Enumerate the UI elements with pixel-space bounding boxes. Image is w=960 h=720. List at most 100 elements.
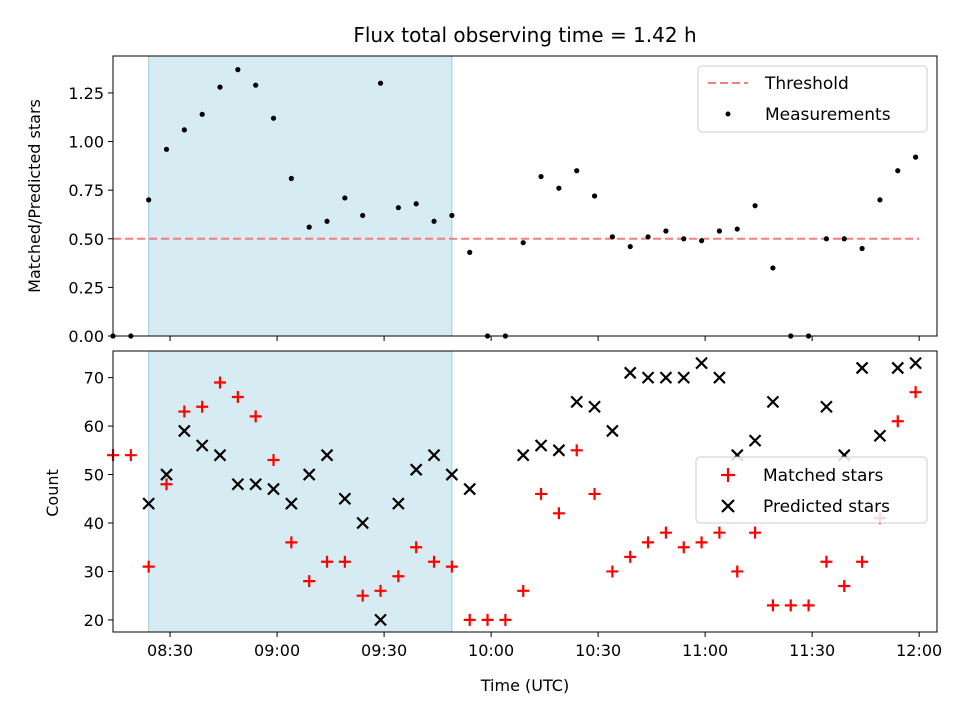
matched-star-point xyxy=(588,487,601,500)
matched-star-point xyxy=(677,541,690,554)
matched-star-point xyxy=(445,560,458,573)
x-tick-label: 09:00 xyxy=(254,641,300,660)
predicted-star-point xyxy=(392,497,405,510)
measurement-point xyxy=(146,197,152,203)
matched-star-point xyxy=(285,536,298,549)
bottom-legend: Matched stars Predicted stars xyxy=(695,456,928,524)
predicted-star-point xyxy=(516,448,530,462)
predicted-star-point xyxy=(374,613,387,627)
measurement-point xyxy=(538,173,544,180)
predicted-star-point xyxy=(267,482,280,496)
measurement-point xyxy=(627,243,633,250)
matched-star-point xyxy=(642,536,655,549)
x-tick-label: 12:00 xyxy=(896,641,942,660)
matched-star-point xyxy=(196,400,209,413)
top-y-tick-label: 0.50 xyxy=(68,230,104,249)
matched-star-point xyxy=(749,526,762,539)
top-y-ticks: 0.00 0.25 0.50 0.75 1.00 1.25 xyxy=(68,84,113,346)
predicted-star-point xyxy=(909,356,922,370)
matched-star-point xyxy=(160,478,173,491)
measurement-points xyxy=(110,67,919,339)
bottom-legend-box xyxy=(695,456,928,524)
matched-star-point xyxy=(659,526,672,539)
matched-star-point xyxy=(428,555,441,568)
matched-star-point xyxy=(517,584,530,597)
predicted-star-point xyxy=(552,444,566,457)
bottom-y-tick-label: 60 xyxy=(84,417,104,436)
measurement-point xyxy=(306,224,312,230)
predicted-star-point xyxy=(659,371,673,384)
matched-star-point xyxy=(267,454,280,467)
measurement-point xyxy=(752,203,758,209)
matched-star-point xyxy=(178,405,191,418)
x-tick-label: 09:30 xyxy=(361,641,407,660)
top-shaded-region xyxy=(148,55,453,337)
bottom-shaded-region xyxy=(148,350,453,633)
top-x-ticks xyxy=(169,336,920,341)
matched-star-point xyxy=(303,575,316,588)
matched-star-point xyxy=(731,565,744,578)
measurement-point xyxy=(859,245,865,252)
legend-predicted-label: Predicted stars xyxy=(763,497,890,517)
measurement-point xyxy=(449,212,455,219)
predicted-star-point xyxy=(178,424,191,438)
measurement-point xyxy=(520,240,526,246)
predicted-star-point xyxy=(695,356,708,370)
measurement-point xyxy=(823,236,830,242)
x-tick-label: 10:30 xyxy=(575,641,621,660)
measurement-point xyxy=(413,201,419,207)
bottom-axes-frame xyxy=(112,350,938,633)
top-panel: 0.00 0.25 0.50 0.75 1.00 1.25 Flux total obse… xyxy=(25,23,938,346)
legend-measurements-label: Measurements xyxy=(765,105,891,125)
bottom-y-ticks: 20 30 40 50 60 70 xyxy=(84,369,113,630)
x-tick-label: 11:00 xyxy=(682,641,728,660)
legend-predicted-swatch xyxy=(721,499,735,513)
measurement-point xyxy=(377,80,384,86)
matched-star-point xyxy=(231,391,244,404)
measurement-point xyxy=(716,228,723,234)
predicted-star-point xyxy=(463,482,476,496)
matched-star-point xyxy=(481,613,494,626)
matched-star-point xyxy=(499,613,512,626)
predicted-star-point xyxy=(249,477,262,491)
measurement-point xyxy=(734,226,740,232)
chart-title: Flux total observing time = 1.42 h xyxy=(353,23,696,47)
matched-star-point xyxy=(356,589,369,602)
measurement-point xyxy=(360,212,366,219)
matched-stars-points xyxy=(107,376,922,626)
measurement-point xyxy=(574,168,580,174)
measurement-point xyxy=(895,168,901,174)
matched-star-point xyxy=(909,386,922,399)
measurement-point xyxy=(270,115,277,121)
predicted-star-point xyxy=(213,448,227,462)
matched-star-point xyxy=(124,449,137,462)
matched-star-point xyxy=(695,536,708,549)
matched-star-point xyxy=(392,570,405,583)
top-y-tick-label: 1.00 xyxy=(68,133,104,152)
measurement-point xyxy=(395,205,401,211)
matched-star-point xyxy=(784,599,797,612)
predicted-star-point xyxy=(873,429,887,443)
measurement-point xyxy=(912,154,919,160)
matched-star-point xyxy=(820,555,833,568)
matched-star-point xyxy=(321,555,334,568)
measurement-point xyxy=(663,228,669,234)
predicted-star-point xyxy=(409,463,423,476)
measurement-point xyxy=(609,234,615,240)
x-axis-label: Time (UTC) xyxy=(480,676,569,695)
matched-star-point xyxy=(338,555,351,568)
measurement-point xyxy=(253,82,259,88)
measurement-point xyxy=(841,236,847,242)
matched-star-point xyxy=(838,579,851,592)
predicted-star-point xyxy=(445,468,459,481)
predicted-star-point xyxy=(713,371,726,384)
matched-star-point xyxy=(766,599,779,612)
predicted-star-point xyxy=(570,395,584,409)
measurement-point xyxy=(770,265,776,271)
x-tick-label: 11:30 xyxy=(789,641,835,660)
predicted-star-point xyxy=(356,516,369,530)
predicted-star-point xyxy=(320,448,334,462)
bottom-y-tick-label: 40 xyxy=(84,514,104,533)
measurement-point xyxy=(591,193,598,199)
